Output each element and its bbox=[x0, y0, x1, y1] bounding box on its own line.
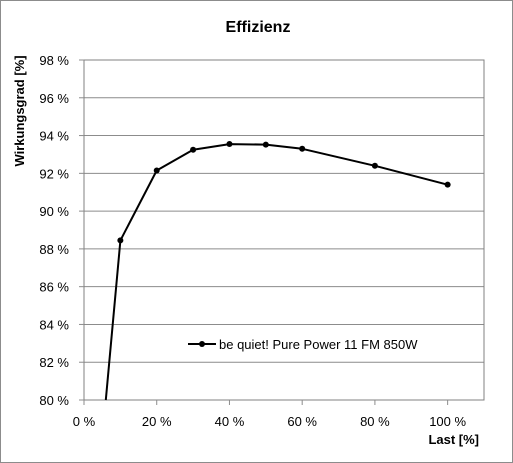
data-point bbox=[262, 141, 269, 148]
y-tick-label: 98 % bbox=[39, 53, 69, 68]
x-axis-label: Last [%] bbox=[428, 432, 479, 447]
chart-title: Effizienz bbox=[226, 19, 291, 36]
y-tick-label: 92 % bbox=[39, 166, 69, 181]
x-tick-label: 0 % bbox=[73, 414, 96, 429]
data-point bbox=[371, 162, 378, 169]
y-tick-label: 82 % bbox=[39, 355, 69, 370]
legend-entry-label: be quiet! Pure Power 11 FM 850W bbox=[219, 337, 418, 352]
legend-marker-symbol bbox=[199, 341, 205, 347]
x-tick-label: 40 % bbox=[215, 414, 245, 429]
y-tick-label: 88 % bbox=[39, 242, 69, 257]
y-tick-label: 86 % bbox=[39, 280, 69, 295]
data-point bbox=[153, 167, 160, 174]
y-axis-label: Wirkungsgrad [%] bbox=[12, 55, 27, 166]
x-tick-label: 100 % bbox=[429, 414, 466, 429]
data-point bbox=[190, 146, 197, 153]
y-tick-label: 94 % bbox=[39, 129, 69, 144]
series-layer bbox=[104, 141, 451, 401]
data-point bbox=[117, 237, 124, 244]
plot-area-frame bbox=[83, 59, 485, 401]
y-tick-label: 84 % bbox=[39, 317, 69, 332]
data-point bbox=[226, 141, 233, 148]
legend: be quiet! Pure Power 11 FM 850W bbox=[188, 337, 418, 352]
y-tick-label: 96 % bbox=[39, 91, 69, 106]
data-point bbox=[299, 145, 306, 152]
data-point bbox=[444, 181, 451, 188]
x-axis-ticks: 0 % 20 % 40 % 60 % 80 % 100 % bbox=[73, 400, 467, 429]
series-line bbox=[104, 143, 448, 401]
x-tick-label: 80 % bbox=[360, 414, 390, 429]
y-tick-label: 80 % bbox=[39, 393, 69, 408]
x-tick-label: 60 % bbox=[287, 414, 317, 429]
y-axis-ticks: 80 % 82 % 84 % 86 % 88 % 90 % 92 % 94 % 96 % 98 % bbox=[39, 53, 84, 408]
y-tick-label: 90 % bbox=[39, 204, 69, 219]
x-tick-label: 20 % bbox=[142, 414, 172, 429]
